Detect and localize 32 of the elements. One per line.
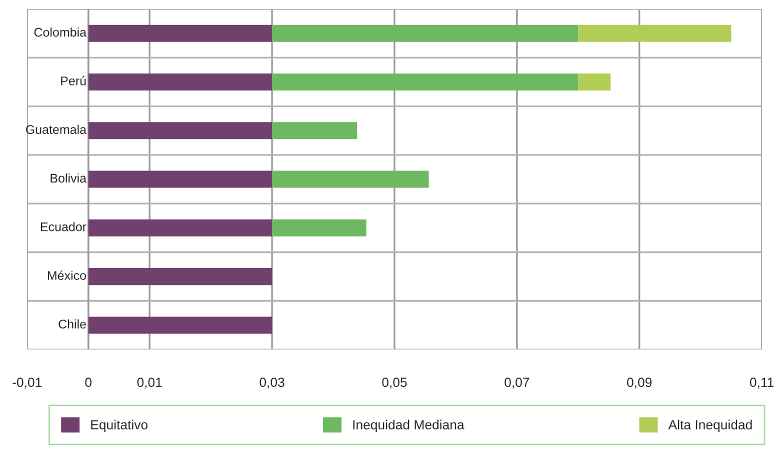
y-tick-label: Bolivia — [50, 173, 87, 183]
bar — [88, 219, 272, 236]
bar — [272, 170, 429, 188]
bar — [272, 219, 366, 236]
x-tick-label: 0,01 — [137, 378, 162, 389]
legend-label: Inequidad Mediana — [353, 420, 464, 432]
legend-label: Alta Inequidad — [668, 420, 752, 432]
bar — [578, 73, 611, 90]
y-tick-label: México — [48, 270, 86, 280]
y-tick-label: Ecuador — [40, 222, 86, 232]
x-tick-label: 0,07 — [504, 378, 530, 389]
x-tick-label: 0,11 — [750, 378, 774, 389]
bar — [272, 73, 578, 90]
x-tick-label: 0 — [85, 378, 92, 387]
bar — [88, 122, 272, 140]
y-tick-label: Colombia — [34, 28, 87, 37]
x-tick-label: 0,03 — [260, 378, 284, 389]
y-tick-label: Chile — [58, 319, 86, 329]
bar — [578, 24, 732, 42]
bar — [88, 268, 272, 286]
bar — [272, 122, 358, 140]
legend-label: Equitativo — [91, 420, 148, 432]
bar — [88, 73, 272, 90]
x-tick-label: 0,05 — [382, 378, 407, 389]
y-tick-label: Perú — [61, 76, 86, 86]
x-tick-label: -0,01 — [12, 378, 42, 389]
bar — [88, 316, 272, 334]
x-tick-label: 0,09 — [627, 378, 652, 389]
bar — [272, 24, 578, 42]
bar — [88, 170, 272, 188]
y-tick-label: Guatemala — [26, 124, 87, 134]
bar — [88, 24, 272, 42]
